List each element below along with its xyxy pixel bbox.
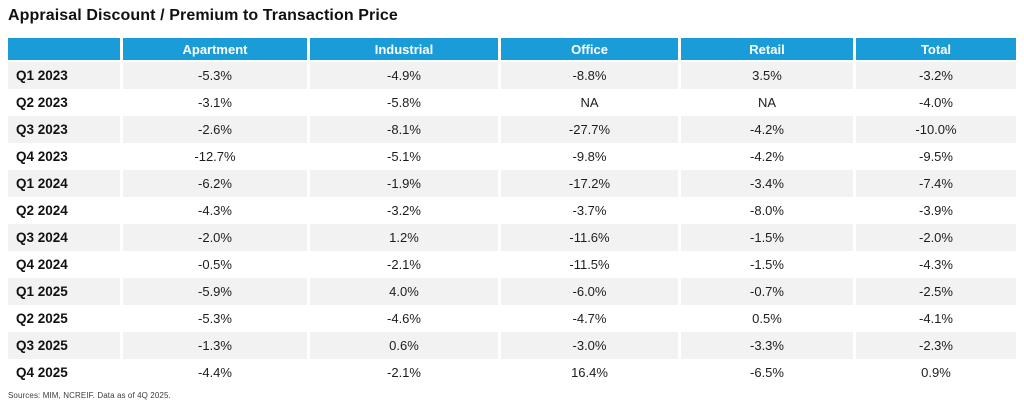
table-cell: -6.0% bbox=[498, 278, 678, 305]
table-cell: -4.2% bbox=[678, 143, 853, 170]
table-cell: -3.2% bbox=[307, 197, 498, 224]
table-cell: -2.3% bbox=[853, 332, 1016, 359]
table-cell: -2.5% bbox=[853, 278, 1016, 305]
table-cell: -11.5% bbox=[498, 251, 678, 278]
table-cell: 3.5% bbox=[678, 62, 853, 89]
table-row: Q1 2024 -6.2% -1.9% -17.2% -3.4% -7.4% bbox=[8, 170, 1016, 197]
table-cell: -3.0% bbox=[498, 332, 678, 359]
table-cell: -1.9% bbox=[307, 170, 498, 197]
row-label: Q4 2025 bbox=[8, 359, 120, 386]
table-cell: -2.6% bbox=[120, 116, 307, 143]
table-cell: -4.3% bbox=[120, 197, 307, 224]
table-cell: -2.1% bbox=[307, 359, 498, 386]
source-note: Sources: MIM, NCREIF. Data as of 4Q 2025… bbox=[8, 391, 171, 400]
table-cell: -4.6% bbox=[307, 305, 498, 332]
table-cell: -9.5% bbox=[853, 143, 1016, 170]
table-cell: -8.8% bbox=[498, 62, 678, 89]
table-row: Q1 2023 -5.3% -4.9% -8.8% 3.5% -3.2% bbox=[8, 62, 1016, 89]
table-cell: -1.3% bbox=[120, 332, 307, 359]
table-cell: 0.9% bbox=[853, 359, 1016, 386]
row-label: Q1 2024 bbox=[8, 170, 120, 197]
table-cell: NA bbox=[498, 89, 678, 116]
table-cell: -12.7% bbox=[120, 143, 307, 170]
appraisal-discount-table: Apartment Industrial Office Retail Total Q1 … bbox=[8, 38, 1016, 386]
table-cell: -0.5% bbox=[120, 251, 307, 278]
table-cell: 1.2% bbox=[307, 224, 498, 251]
table-cell: -4.2% bbox=[678, 116, 853, 143]
table-row: Q3 2025 -1.3% 0.6% -3.0% -3.3% -2.3% bbox=[8, 332, 1016, 359]
table-row: Q3 2024 -2.0% 1.2% -11.6% -1.5% -2.0% bbox=[8, 224, 1016, 251]
table-cell: -1.5% bbox=[678, 224, 853, 251]
table-row: Q4 2025 -4.4% -2.1% 16.4% -6.5% 0.9% bbox=[8, 359, 1016, 386]
table-cell: 4.0% bbox=[307, 278, 498, 305]
table-body: Q1 2023 -5.3% -4.9% -8.8% 3.5% -3.2% Q2 2023 -3… bbox=[8, 62, 1016, 386]
table-header: Apartment Industrial Office Retail Total bbox=[8, 38, 1016, 62]
table-cell: -11.6% bbox=[498, 224, 678, 251]
table-cell: -5.3% bbox=[120, 305, 307, 332]
table-row: Q4 2023 -12.7% -5.1% -9.8% -4.2% -9.5% bbox=[8, 143, 1016, 170]
row-label: Q3 2025 bbox=[8, 332, 120, 359]
table-cell: -5.3% bbox=[120, 62, 307, 89]
table-cell: -10.0% bbox=[853, 116, 1016, 143]
table-cell: -3.2% bbox=[853, 62, 1016, 89]
table-row: Q2 2024 -4.3% -3.2% -3.7% -8.0% -3.9% bbox=[8, 197, 1016, 224]
row-label: Q1 2025 bbox=[8, 278, 120, 305]
table-cell: -3.3% bbox=[678, 332, 853, 359]
table-cell: -8.0% bbox=[678, 197, 853, 224]
table-cell: -4.0% bbox=[853, 89, 1016, 116]
table-row: Q2 2023 -3.1% -5.8% NA NA -4.0% bbox=[8, 89, 1016, 116]
table-row: Q3 2023 -2.6% -8.1% -27.7% -4.2% -10.0% bbox=[8, 116, 1016, 143]
table-cell: -4.3% bbox=[853, 251, 1016, 278]
table-cell: -0.7% bbox=[678, 278, 853, 305]
table-row: Q1 2025 -5.9% 4.0% -6.0% -0.7% -2.5% bbox=[8, 278, 1016, 305]
row-label: Q4 2023 bbox=[8, 143, 120, 170]
table-cell: 0.6% bbox=[307, 332, 498, 359]
column-header: Retail bbox=[678, 38, 853, 62]
corner-header bbox=[8, 38, 120, 62]
page-title: Appraisal Discount / Premium to Transact… bbox=[8, 7, 398, 24]
row-label: Q3 2023 bbox=[8, 116, 120, 143]
table-cell: -3.4% bbox=[678, 170, 853, 197]
table-cell: -5.8% bbox=[307, 89, 498, 116]
table-cell: -3.7% bbox=[498, 197, 678, 224]
row-label: Q3 2024 bbox=[8, 224, 120, 251]
table-cell: -1.5% bbox=[678, 251, 853, 278]
table-cell: -6.2% bbox=[120, 170, 307, 197]
column-header: Apartment bbox=[120, 38, 307, 62]
table-cell: -3.1% bbox=[120, 89, 307, 116]
table-cell: -5.1% bbox=[307, 143, 498, 170]
row-label: Q4 2024 bbox=[8, 251, 120, 278]
table-cell: -4.1% bbox=[853, 305, 1016, 332]
table-cell: 0.5% bbox=[678, 305, 853, 332]
row-label: Q2 2023 bbox=[8, 89, 120, 116]
table-cell: 16.4% bbox=[498, 359, 678, 386]
table-cell: -7.4% bbox=[853, 170, 1016, 197]
table-cell: -5.9% bbox=[120, 278, 307, 305]
column-header: Industrial bbox=[307, 38, 498, 62]
table-cell: -2.1% bbox=[307, 251, 498, 278]
table-row: Q4 2024 -0.5% -2.1% -11.5% -1.5% -4.3% bbox=[8, 251, 1016, 278]
table-cell: NA bbox=[678, 89, 853, 116]
table-cell: -4.9% bbox=[307, 62, 498, 89]
table-cell: -9.8% bbox=[498, 143, 678, 170]
table-cell: -2.0% bbox=[853, 224, 1016, 251]
table-cell: -3.9% bbox=[853, 197, 1016, 224]
table-cell: -8.1% bbox=[307, 116, 498, 143]
table-row: Q2 2025 -5.3% -4.6% -4.7% 0.5% -4.1% bbox=[8, 305, 1016, 332]
row-label: Q2 2024 bbox=[8, 197, 120, 224]
table-cell: -2.0% bbox=[120, 224, 307, 251]
row-label: Q2 2025 bbox=[8, 305, 120, 332]
table-cell: -27.7% bbox=[498, 116, 678, 143]
table-cell: -4.7% bbox=[498, 305, 678, 332]
table-cell: -17.2% bbox=[498, 170, 678, 197]
column-header: Total bbox=[853, 38, 1016, 62]
table-cell: -4.4% bbox=[120, 359, 307, 386]
column-header: Office bbox=[498, 38, 678, 62]
row-label: Q1 2023 bbox=[8, 62, 120, 89]
header-row: Apartment Industrial Office Retail Total bbox=[8, 38, 1016, 62]
table-cell: -6.5% bbox=[678, 359, 853, 386]
